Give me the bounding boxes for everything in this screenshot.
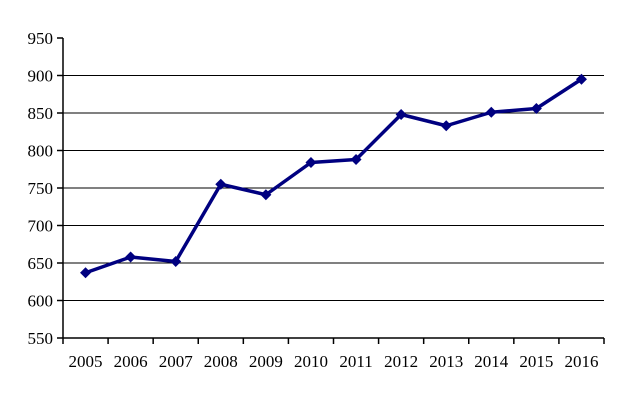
data-point-marker xyxy=(125,251,137,263)
data-point-marker xyxy=(440,120,452,132)
y-axis-tick-label: 650 xyxy=(28,254,54,273)
x-axis-tick-label: 2005 xyxy=(69,352,103,371)
data-point-marker xyxy=(80,267,92,279)
data-point-marker xyxy=(485,106,497,118)
y-axis-tick-label: 950 xyxy=(28,29,54,48)
x-axis-tick-label: 2008 xyxy=(204,352,238,371)
data-point-marker xyxy=(170,256,182,267)
data-point-marker xyxy=(350,154,362,165)
data-point-marker xyxy=(575,73,587,85)
x-axis-tick-label: 2006 xyxy=(114,352,148,371)
data-point-marker xyxy=(305,157,317,168)
y-axis-tick-label: 550 xyxy=(28,329,54,348)
data-point-marker xyxy=(395,109,407,120)
y-axis-tick-label: 700 xyxy=(28,217,54,236)
y-axis-tick-label: 850 xyxy=(28,104,54,123)
data-point-marker xyxy=(530,103,542,114)
x-axis-tick-label: 2007 xyxy=(159,352,194,371)
x-axis-tick-label: 2013 xyxy=(429,352,463,371)
data-series-line xyxy=(83,77,584,275)
data-point-marker xyxy=(260,189,272,201)
y-axis-tick-label: 600 xyxy=(28,292,54,311)
x-axis-tick-label: 2012 xyxy=(384,352,418,371)
x-axis-tick-label: 2016 xyxy=(564,352,598,371)
x-axis-tick-label: 2015 xyxy=(519,352,553,371)
y-axis-tick-label: 750 xyxy=(28,179,54,198)
data-point-marker xyxy=(215,178,227,190)
x-axis-tick-label: 2011 xyxy=(339,352,372,371)
x-axis-tick-label: 2010 xyxy=(294,352,328,371)
x-axis-tick-label: 2014 xyxy=(474,352,509,371)
x-axis-tick-label: 2009 xyxy=(249,352,283,371)
y-axis-tick-label: 800 xyxy=(28,142,54,161)
y-axis-tick-label: 900 xyxy=(28,67,54,86)
